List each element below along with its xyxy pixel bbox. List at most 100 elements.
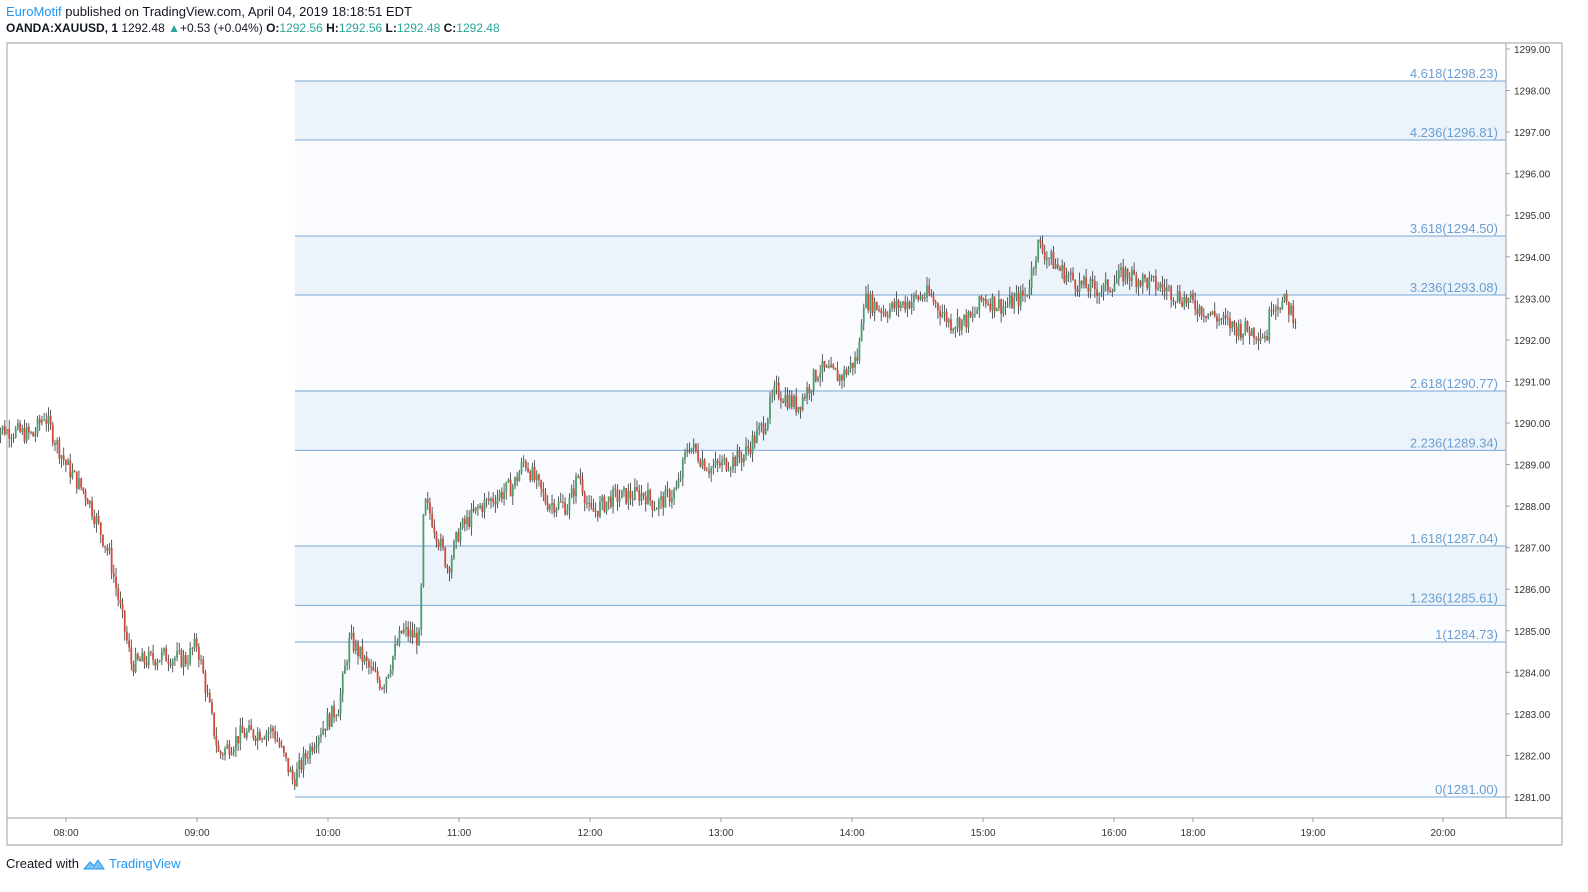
candle-body: [1226, 317, 1229, 319]
x-tick-label: 18:00: [1180, 828, 1205, 839]
candle-body: [252, 729, 255, 738]
candle-body: [657, 500, 660, 510]
candle-body: [727, 470, 730, 472]
candle-body: [1024, 294, 1026, 296]
candle-body: [415, 632, 418, 646]
candle-body: [836, 369, 839, 382]
candle-body: [745, 446, 747, 455]
candle-body: [572, 488, 575, 497]
candle-body: [625, 488, 628, 504]
candle-body: [614, 488, 617, 490]
candle-body: [989, 303, 992, 311]
time-axis[interactable]: [6, 817, 1563, 846]
candle-body: [250, 725, 253, 730]
candle-body: [474, 507, 477, 512]
candle-body: [256, 731, 259, 742]
candle-body: [1146, 278, 1149, 288]
candle-body: [17, 423, 19, 429]
candle-body: [41, 419, 43, 424]
fib-level-label: 4.618(1298.23): [1410, 66, 1498, 81]
candle-body: [690, 447, 693, 452]
y-tick-label: 1281.00: [1514, 793, 1551, 804]
candle-body: [875, 302, 878, 310]
author-link[interactable]: EuroMotif: [6, 4, 62, 19]
candle-body: [248, 725, 250, 732]
candle-body: [442, 538, 444, 548]
candle-body: [12, 437, 15, 439]
candle-body: [1120, 267, 1122, 271]
candle-body: [376, 671, 379, 680]
candle-body: [509, 479, 512, 497]
candle-body: [618, 498, 621, 502]
candle-body: [330, 705, 333, 727]
candle-body: [450, 558, 453, 573]
candle-body: [703, 459, 706, 470]
y-axis-ticks: 1299.00 1298.00 1297.00 1296.00 1295.00 1294.…: [1506, 45, 1551, 804]
candle-body: [8, 428, 11, 439]
candle-body: [398, 630, 401, 645]
candle-body: [588, 502, 590, 504]
candle-body: [1229, 318, 1231, 329]
candle-body: [1244, 321, 1247, 334]
candle-body: [974, 313, 976, 315]
candle-body: [128, 640, 131, 648]
candle-body: [479, 505, 481, 508]
candle-body: [865, 293, 867, 308]
candle-body: [701, 459, 704, 467]
candle-body: [910, 302, 913, 309]
candle-body: [182, 655, 185, 667]
candle-body: [69, 460, 72, 478]
candle-body: [293, 779, 296, 787]
candle-body: [1231, 321, 1234, 329]
candle-body: [391, 656, 394, 671]
candle-body: [422, 514, 425, 586]
candle-body: [341, 673, 344, 695]
candle-body: [1272, 310, 1275, 312]
candle-body: [801, 396, 804, 410]
candle-body: [546, 503, 549, 510]
candle-body: [385, 677, 388, 687]
symbol-name[interactable]: OANDA:XAUUSD, 1: [6, 21, 119, 35]
candle-body: [871, 294, 874, 314]
candle-body: [1045, 257, 1048, 260]
candle-body: [313, 747, 316, 752]
tradingview-brand[interactable]: TradingView: [108, 856, 181, 871]
candle-body: [742, 454, 745, 463]
candle-body: [152, 652, 154, 661]
candle-body: [699, 460, 702, 467]
candle-body: [821, 361, 824, 374]
candle-body: [1263, 336, 1266, 339]
candle-body: [1002, 306, 1005, 314]
candle-body: [884, 311, 887, 316]
candle-body: [187, 663, 189, 665]
candle-body: [1087, 288, 1090, 292]
candle-body: [448, 568, 451, 573]
x-tick-label: 14:00: [839, 828, 864, 839]
price-axis[interactable]: [1505, 42, 1563, 819]
candle-body: [939, 310, 941, 317]
candle-body: [241, 725, 244, 734]
candle-body: [1041, 242, 1044, 252]
candle-body: [1059, 267, 1061, 271]
candle-body: [1216, 316, 1218, 322]
candle-body: [1080, 280, 1083, 285]
candle-body: [1157, 288, 1159, 290]
candle-body: [1065, 275, 1068, 282]
candle-body: [54, 443, 56, 445]
candle-body: [197, 646, 200, 660]
candle-body: [930, 293, 933, 297]
candle-body: [980, 296, 983, 301]
candle-body: [734, 456, 737, 467]
candle-body: [34, 433, 37, 437]
candle-body: [851, 362, 854, 368]
candle-body: [361, 646, 364, 662]
candle-body: [551, 502, 553, 506]
candle-body: [1115, 279, 1118, 284]
candle-body: [825, 365, 828, 368]
candle-body: [566, 510, 569, 515]
candle-body: [583, 492, 586, 504]
candle-body: [1056, 264, 1059, 268]
candle-body: [629, 490, 632, 499]
candle-body: [1117, 270, 1120, 280]
